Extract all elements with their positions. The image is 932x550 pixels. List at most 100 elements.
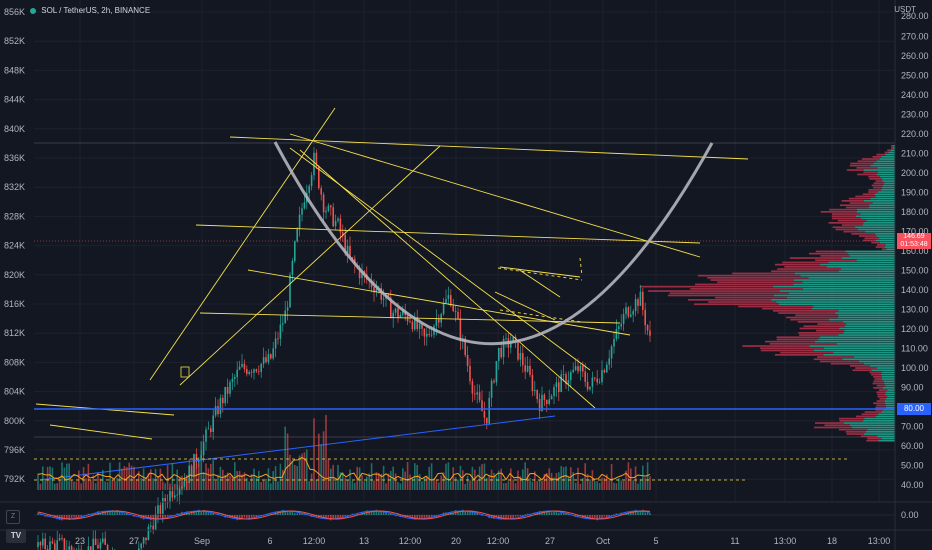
- oscillator-bar: [92, 514, 94, 515]
- dashed-trend-line: [499, 309, 583, 323]
- right-axis-tick: 200.00: [901, 168, 929, 178]
- profile-bar-down: [845, 206, 869, 209]
- left-axis-tick: 820K: [4, 270, 25, 280]
- oscillator-bar: [411, 515, 414, 519]
- profile-bar-up: [773, 294, 895, 297]
- candle-up: [327, 205, 330, 211]
- oscillator-bar: [591, 515, 594, 519]
- profile-bar-down: [769, 343, 837, 345]
- candle-up: [495, 360, 498, 383]
- candle-up: [310, 175, 313, 187]
- volume-bar: [416, 464, 418, 490]
- profile-bar-down: [839, 420, 864, 422]
- volume-bar: [363, 481, 366, 490]
- oscillator-bar: [73, 515, 75, 518]
- profile-bar-down: [851, 233, 876, 235]
- profile-bar-up: [776, 301, 895, 303]
- profile-bar-down: [694, 283, 794, 286]
- candle-up: [632, 311, 634, 315]
- candle-down: [416, 316, 418, 329]
- candle-up: [526, 365, 529, 372]
- candle-up: [325, 210, 327, 213]
- oscillator-bar: [258, 515, 260, 516]
- oscillator-bar: [414, 515, 416, 520]
- volume-bar: [618, 478, 620, 490]
- volume-bar: [354, 482, 356, 490]
- oscillator-bar: [370, 512, 373, 515]
- symbol-title[interactable]: SOL / TetherUS, 2h, BINANCE: [30, 6, 150, 15]
- profile-bar-up: [846, 323, 895, 325]
- volume-bar: [548, 468, 550, 490]
- profile-bar-down: [815, 250, 846, 253]
- candle-up: [87, 546, 90, 550]
- volume-bar: [586, 474, 589, 490]
- candle-down: [546, 400, 548, 404]
- profile-bar-up: [883, 380, 895, 383]
- profile-bar-up: [877, 167, 895, 169]
- profile-bar-up: [887, 395, 895, 398]
- candle-up: [562, 374, 565, 375]
- oscillator-bar: [577, 515, 579, 518]
- volume-bar: [589, 479, 591, 490]
- candle-up: [157, 505, 159, 514]
- profile-bar-down: [871, 241, 880, 244]
- candle-up: [579, 365, 582, 372]
- oscillator-bar: [428, 515, 430, 519]
- candle-up: [615, 329, 618, 339]
- oscillator-bar: [282, 509, 284, 515]
- volume-bar: [397, 482, 399, 490]
- profile-bar-up: [864, 200, 895, 202]
- oscillator-bar: [193, 510, 195, 515]
- volume-bar: [327, 459, 330, 490]
- oscillator-bar: [344, 515, 346, 517]
- volume-bar: [236, 471, 238, 490]
- profile-bar-up: [865, 230, 895, 233]
- profile-bar-up: [811, 307, 895, 310]
- profile-bar-up: [875, 415, 895, 418]
- candle-down: [459, 318, 462, 342]
- volume-bar: [224, 474, 226, 490]
- right-axis-tick: 220.00: [901, 129, 929, 139]
- tradingview-logo[interactable]: TV: [6, 529, 26, 543]
- volume-bar: [613, 482, 615, 490]
- profile-bar-up: [876, 235, 895, 237]
- profile-bar-up: [871, 369, 895, 372]
- candle-up: [150, 525, 152, 527]
- profile-bar-down: [856, 167, 878, 169]
- profile-bar-down: [776, 336, 821, 339]
- candle-up: [337, 218, 339, 221]
- profile-bar-up: [835, 312, 895, 314]
- profile-bar-up: [861, 217, 895, 220]
- time-axis-tick: 20: [451, 536, 461, 546]
- profile-bar-up: [863, 222, 895, 224]
- zoom-icon[interactable]: Z: [6, 510, 20, 524]
- profile-bar-up: [862, 224, 895, 226]
- profile-bar-down: [717, 281, 803, 284]
- oscillator-bar: [66, 515, 68, 520]
- currency-label: USDT: [894, 5, 916, 14]
- profile-bar-up: [881, 189, 895, 191]
- left-axis-tick: 792K: [4, 474, 25, 484]
- volume-bar: [42, 466, 44, 490]
- profile-bar-up: [869, 204, 895, 207]
- profile-bar-down: [875, 406, 887, 409]
- volume-bar: [421, 481, 423, 490]
- right-axis-tick: 260.00: [901, 51, 929, 61]
- trend-line: [289, 133, 701, 258]
- candle-up: [68, 546, 70, 550]
- profile-bar-down: [876, 404, 886, 407]
- volume-bar: [200, 441, 202, 490]
- oscillator-bar: [188, 512, 190, 515]
- volume-bar: [387, 473, 390, 490]
- candle-down: [483, 411, 486, 418]
- volume-bar: [198, 463, 200, 490]
- profile-bar-down: [850, 162, 874, 165]
- profile-bar-up: [779, 290, 895, 292]
- profile-bar-up: [814, 340, 895, 343]
- candle-down: [421, 323, 423, 329]
- profile-bar-up: [839, 327, 895, 330]
- candle-down: [558, 382, 560, 392]
- candle-down: [517, 340, 519, 360]
